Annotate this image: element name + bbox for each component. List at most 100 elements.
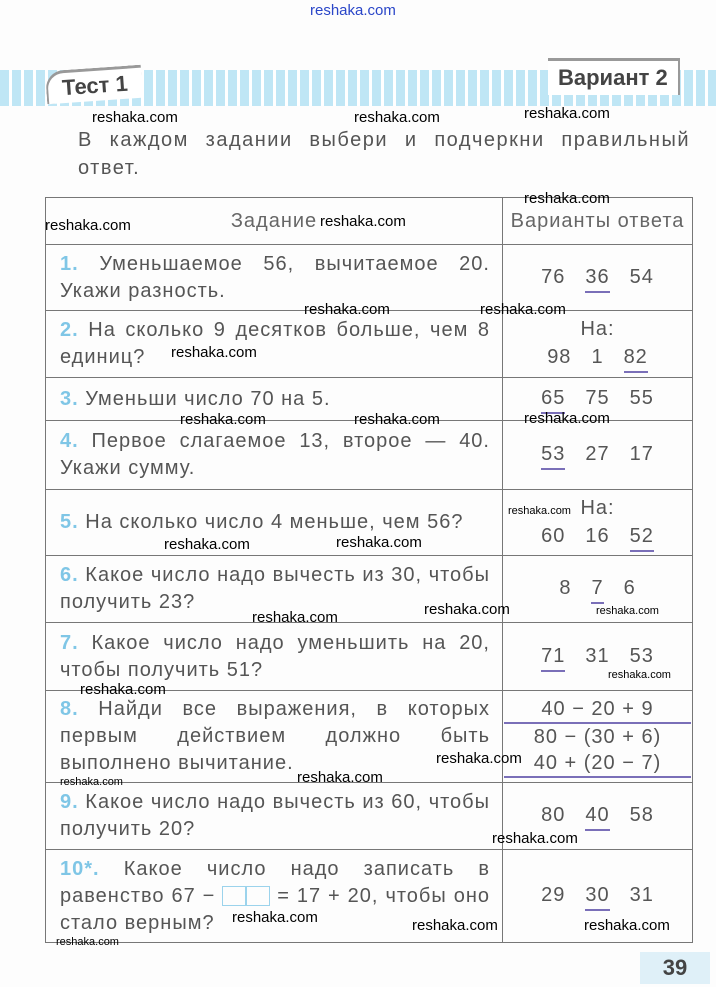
answer-option[interactable]: 7 bbox=[591, 574, 604, 604]
watermark: reshaka.com bbox=[596, 605, 659, 617]
task-text: 1. Уменьшаемое 56, вычитаемое 20. Укажи … bbox=[45, 244, 503, 311]
answer-option[interactable]: 60 bbox=[541, 524, 566, 547]
answer-option[interactable]: 16 bbox=[585, 524, 610, 547]
answer-expression[interactable]: 40 − 20 + 9 bbox=[504, 696, 691, 724]
answer-option[interactable]: 75 bbox=[585, 387, 610, 409]
answer-option[interactable]: 30 bbox=[585, 881, 610, 911]
task-text-content: На сколько 9 десятков больше, чем 8 един… bbox=[60, 319, 490, 368]
answer-option[interactable]: 29 bbox=[541, 884, 566, 906]
answer-option[interactable]: 82 bbox=[623, 343, 648, 373]
answer-option[interactable]: 71 bbox=[541, 642, 566, 672]
task-text: 9. Какое число надо вычесть из 60, чтобы… bbox=[45, 782, 503, 850]
answer-option[interactable]: 40 bbox=[585, 801, 610, 831]
answer-options: 76 36 54 bbox=[502, 244, 693, 311]
task-text: 2. На сколько 9 десятков больше, чем 8 е… bbox=[45, 310, 503, 378]
task-text-a: Какое число надо записать в равенство 67… bbox=[60, 857, 490, 907]
answer-option[interactable]: 76 bbox=[541, 265, 566, 288]
answer-options: 29 30 31 bbox=[502, 849, 693, 943]
watermark: reshaka.com bbox=[171, 344, 257, 361]
task-text-content: Какое число надо вычесть из 60, чтобы по… bbox=[60, 791, 491, 840]
watermark: reshaka.com bbox=[424, 601, 510, 618]
watermark: reshaka.com bbox=[45, 217, 131, 234]
watermark: reshaka.com bbox=[297, 769, 383, 786]
task-number: 10*. bbox=[60, 857, 100, 880]
answer-option[interactable]: 65 bbox=[541, 384, 566, 414]
answer-option[interactable]: 1 bbox=[591, 346, 604, 368]
watermark: reshaka.com bbox=[608, 669, 671, 681]
answer-option[interactable]: 52 bbox=[629, 522, 654, 552]
answer-option[interactable]: 98 bbox=[547, 346, 572, 368]
task-text: 10*. Какое число надо записать в равенст… bbox=[45, 849, 503, 943]
watermark: reshaka.com bbox=[524, 410, 610, 427]
watermark: reshaka.com bbox=[336, 534, 422, 551]
watermark: reshaka.com bbox=[492, 830, 578, 847]
task-number: 8. bbox=[60, 698, 79, 720]
watermark: reshaka.com bbox=[354, 411, 440, 428]
watermark: reshaka.com bbox=[232, 909, 318, 926]
table-row: 5. На сколько число 4 меньше, чем 56? На:… bbox=[45, 489, 693, 556]
task-number: 4. bbox=[60, 430, 79, 452]
task-number: 3. bbox=[60, 387, 79, 410]
answer-option[interactable]: 36 bbox=[585, 263, 610, 293]
task-number: 1. bbox=[60, 252, 79, 275]
answer-option[interactable]: 54 bbox=[629, 265, 654, 288]
table-row: 6. Какое число надо вычесть из 30, чтобы… bbox=[45, 555, 693, 623]
col-task: Задание bbox=[45, 197, 503, 245]
table-row: 4. Первое слагаемое 13, второе — 40. Ука… bbox=[45, 420, 693, 490]
site-link[interactable]: reshaka.com bbox=[310, 2, 396, 19]
task-number: 7. bbox=[60, 631, 79, 654]
task-text: 3. Уменьши число 70 на 5. bbox=[45, 377, 503, 421]
task-text-content: Найди все выражения, в которых первым де… bbox=[60, 698, 490, 774]
table-row: 1. Уменьшаемое 56, вычитаемое 20. Укажи … bbox=[45, 244, 693, 311]
answer-options: На: 98 1 82 bbox=[502, 310, 693, 378]
watermark: reshaka.com bbox=[252, 609, 338, 626]
answer-expression[interactable]: 80 − (30 + 6) bbox=[533, 725, 662, 748]
test-title: Тест 1 bbox=[44, 64, 143, 105]
watermark: reshaka.com bbox=[480, 301, 566, 318]
page-number: 39 bbox=[640, 952, 710, 984]
col-answers: Варианты ответа bbox=[502, 197, 693, 245]
answer-option[interactable]: 6 bbox=[623, 577, 636, 599]
answer-options: На: 60 16 52 bbox=[502, 489, 693, 556]
task-number: 9. bbox=[60, 791, 79, 813]
answer-option[interactable]: 53 bbox=[629, 644, 654, 667]
watermark: reshaka.com bbox=[524, 190, 610, 207]
watermark: reshaka.com bbox=[412, 917, 498, 934]
task-text-content: Какое число надо уменьшить на 20, чтобы … bbox=[60, 631, 490, 681]
answer-option[interactable]: 80 bbox=[541, 804, 566, 826]
task-text: 5. На сколько число 4 меньше, чем 56? bbox=[45, 489, 503, 556]
task-text-b: = 17 + 20, чтобы оно стало верным? bbox=[60, 884, 490, 934]
watermark: reshaka.com bbox=[92, 109, 178, 126]
answer-expression[interactable]: 40 + (20 − 7) bbox=[504, 750, 691, 778]
watermark: reshaka.com bbox=[508, 505, 571, 517]
task-text: 8. Найди все выражения, в которых первым… bbox=[45, 690, 503, 783]
answer-prefix: На: bbox=[580, 496, 615, 519]
table-row: 2. На сколько 9 десятков больше, чем 8 е… bbox=[45, 310, 693, 378]
watermark: reshaka.com bbox=[584, 917, 670, 934]
watermark: reshaka.com bbox=[180, 411, 266, 428]
task-text-content: Уменьшаемое 56, вычитаемое 20. Укажи раз… bbox=[60, 252, 490, 302]
answer-box bbox=[246, 886, 271, 907]
task-text-content: Первое слагаемое 13, второе — 40. Укажи … bbox=[60, 430, 490, 479]
task-number: 2. bbox=[60, 319, 79, 341]
answer-prefix: На: bbox=[580, 318, 615, 340]
watermark: reshaka.com bbox=[436, 750, 522, 767]
answer-option[interactable]: 31 bbox=[629, 884, 654, 906]
answer-option[interactable]: 55 bbox=[629, 387, 654, 409]
watermark: reshaka.com bbox=[56, 936, 119, 948]
task-text: 4. Первое слагаемое 13, второе — 40. Ука… bbox=[45, 420, 503, 490]
test-table: Задание Варианты ответа 1. Уменьшаемое 5… bbox=[45, 197, 693, 943]
answer-options: 40 − 20 + 9 80 − (30 + 6) 40 + (20 − 7) bbox=[502, 690, 693, 783]
answer-option[interactable]: 58 bbox=[629, 804, 654, 826]
answer-option[interactable]: 27 bbox=[585, 443, 610, 465]
answer-option[interactable]: 53 bbox=[541, 440, 566, 470]
task-number: 6. bbox=[60, 564, 79, 586]
answer-options: 65 75 55 bbox=[502, 377, 693, 421]
answer-option[interactable]: 17 bbox=[629, 443, 654, 465]
watermark: reshaka.com bbox=[354, 109, 440, 126]
answer-options: 53 27 17 bbox=[502, 420, 693, 490]
watermark: reshaka.com bbox=[524, 105, 610, 122]
answer-option[interactable]: 31 bbox=[585, 644, 610, 667]
answer-option[interactable]: 8 bbox=[559, 577, 572, 599]
